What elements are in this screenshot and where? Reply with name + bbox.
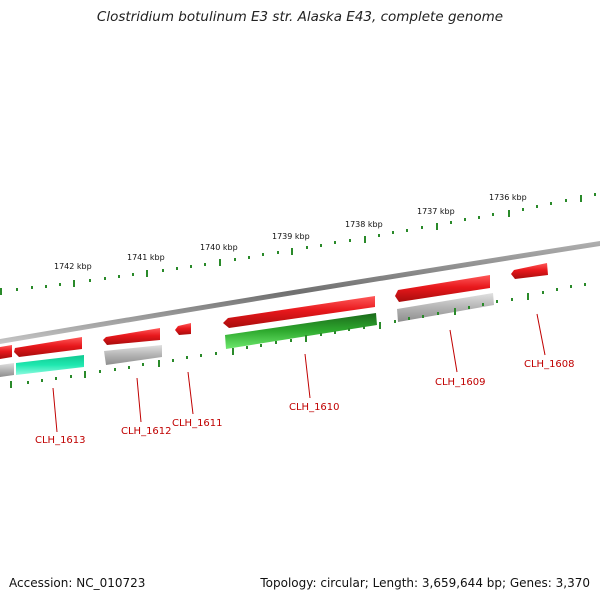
gene-label-clh1608: CLH_1608	[524, 359, 575, 370]
kbp-label-1742: 1742 kbp	[54, 262, 92, 271]
gene-label-clh1612: CLH_1612	[121, 426, 172, 437]
gene-arrow-clh1608	[511, 263, 548, 279]
kbp-label-1737: 1737 kbp	[417, 207, 455, 216]
gene-labels: CLH_1613 CLH_1612 CLH_1611 CLH_1610 CLH_…	[35, 359, 575, 446]
inner-tick-ring	[10, 283, 586, 388]
map-title: Clostridium botulinum E3 str. Alaska E43…	[96, 9, 504, 25]
forward-strand-genes	[0, 263, 548, 359]
kbp-labels: 1742 kbp 1741 kbp 1740 kbp 1739 kbp 1738…	[54, 193, 527, 271]
reverse-strand-genes	[0, 293, 494, 377]
gene-arrow-clh1611	[175, 323, 191, 335]
gene-label-clh1610: CLH_1610	[289, 402, 340, 413]
kbp-label-1740: 1740 kbp	[200, 243, 238, 252]
gene-arrow-left-edge	[0, 345, 12, 359]
label-leaders	[52, 313, 546, 433]
gene-arrow-clh1612	[103, 328, 160, 345]
kbp-label-1741: 1741 kbp	[127, 253, 165, 262]
kbp-label-1736: 1736 kbp	[489, 193, 527, 202]
gene-label-clh1611: CLH_1611	[172, 418, 223, 429]
gene-label-clh1609: CLH_1609	[435, 377, 486, 388]
gene-arrow-clh1610	[223, 296, 375, 328]
accession-text: Accession: NC_010723	[9, 576, 146, 590]
gene-arrow-trna-clh1613	[16, 355, 84, 375]
gene-arrow-clh1609	[395, 275, 490, 302]
gene-label-clh1613: CLH_1613	[35, 435, 86, 446]
gene-arrow-clh1613	[14, 337, 82, 357]
gene-arrow-grey-clh1612	[104, 345, 162, 365]
kbp-label-1738: 1738 kbp	[345, 220, 383, 229]
genome-backbone	[0, 241, 600, 344]
gene-arrow-grey-left	[0, 363, 14, 377]
kbp-label-1739: 1739 kbp	[272, 232, 310, 241]
outer-tick-ring	[0, 193, 596, 295]
gene-arrow-rrna-clh1610	[225, 313, 377, 349]
gene-arrow-grey-clh1609	[397, 293, 494, 322]
genome-summary-text: Topology: circular; Length: 3,659,644 bp…	[260, 576, 590, 590]
